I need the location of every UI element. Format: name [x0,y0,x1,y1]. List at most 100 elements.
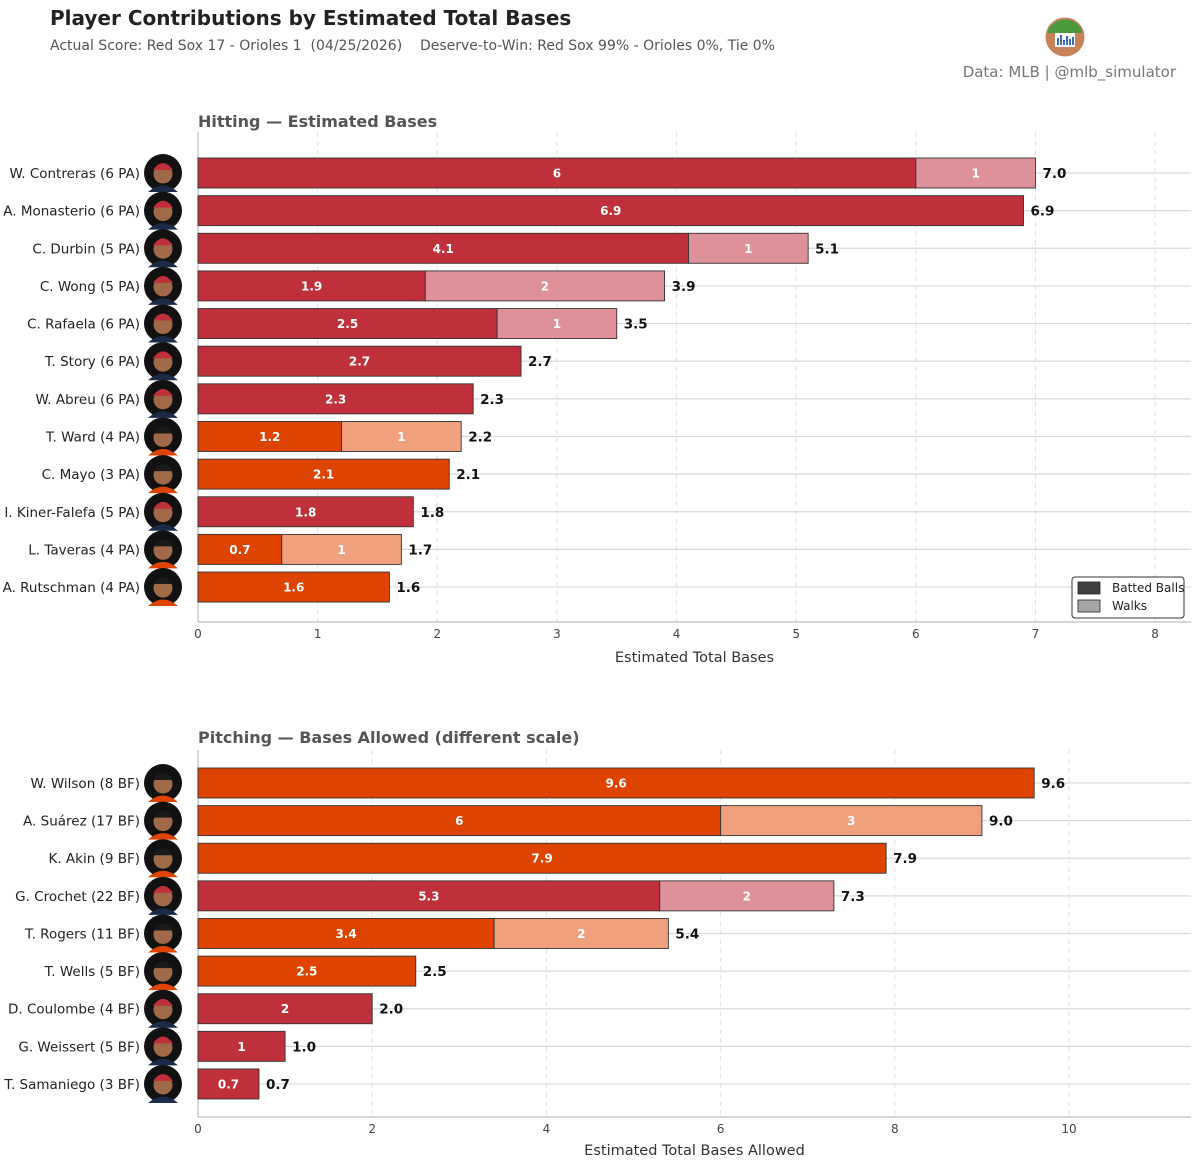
player-jersey-icon [148,833,178,840]
hitting-bar-walks [496,308,618,340]
pitching-bar-walks [659,880,835,912]
hitting-player-label: C. Durbin (5 PA) [32,241,140,257]
hitting-bar-walks [341,421,462,452]
player-cap-icon [153,885,173,893]
hitting-bar-batted [197,496,414,528]
player-cap-icon [153,961,173,969]
player-cap-icon [153,773,173,780]
pitching-bar-batted-label: 6 [455,814,463,828]
player-jersey-icon [148,1096,178,1103]
pitching-player-label: T. Rogers (11 BF) [24,926,140,942]
hitting-bar-total-label: 2.7 [528,354,552,370]
pitching-bar-batted [197,1030,286,1062]
simulator-logo-icon [1044,16,1086,58]
hitting-bar-batted-label: 0.7 [229,543,250,557]
hitting-bar-batted-label: 1.8 [295,505,316,519]
hitting-bar-batted-label: 6.9 [600,204,621,218]
hitting-bar-walks [424,270,666,302]
hitting-bar-batted [197,421,343,452]
player-jersey-icon [148,373,178,381]
pitching-bar-batted-label: 7.9 [531,852,552,866]
player-cap-icon [153,238,173,246]
pitching-bar-batted [197,918,495,949]
player-cap-icon [153,998,173,1006]
player-cap-icon [153,923,173,931]
hitting-x-tick-label: 4 [673,627,681,641]
pitching-x-tick-label: 0 [194,1122,202,1136]
pitching-panel-title: Pitching — Bases Allowed (different scal… [198,728,580,747]
hitting-bar-batted [197,270,426,302]
pitching-bar-batted-label: 0.7 [218,1077,239,1091]
player-cap-icon [153,464,173,472]
hitting-bar-batted [197,571,390,603]
pitching-bar-total-label: 9.6 [1041,776,1065,792]
hitting-bar-walks-label: 1 [971,167,979,181]
pitching-player-label: D. Coulombe (4 BF) [8,1002,140,1018]
pitching-player-label: T. Wells (5 BF) [44,964,140,980]
hitting-bar-batted-label: 1.9 [301,279,322,293]
hitting-player-label: A. Monasterio (6 PA) [3,204,140,220]
legend-label-batted: Batted Balls [1112,581,1184,595]
pitching-player-label: T. Samaniego (3 BF) [3,1077,140,1093]
pitching-bar-walks-label: 2 [743,889,751,903]
pitching-bar-total-label: 7.9 [893,851,917,867]
pitching-player-label: W. Wilson (8 BF) [30,776,140,792]
hitting-bar-batted [197,308,498,340]
player-cap-icon [153,577,173,585]
hitting-bar-total-label: 7.0 [1042,166,1066,182]
hitting-x-tick-label: 2 [433,627,441,641]
hitting-bar-batted [197,345,522,377]
hitting-bar-batted [197,533,283,565]
pitching-x-tick-label: 6 [717,1122,725,1136]
player-jersey-icon [148,1021,178,1028]
pitching-x-axis-label: Estimated Total Bases Allowed [584,1143,805,1159]
hitting-player-label: A. Rutschman (4 PA) [3,580,140,596]
player-cap-icon [153,351,173,359]
hitting-bar-walks [281,533,402,565]
hitting-x-tick-label: 3 [553,627,561,641]
hitting-player-label: T. Ward (4 PA) [45,429,140,445]
player-jersey-icon [148,185,178,192]
hitting-player-label: C. Rafaela (6 PA) [27,317,140,333]
hitting-bar-batted [197,232,689,264]
player-cap-icon [153,501,173,509]
legend-label-walks: Walks [1112,599,1147,613]
pitching-bar-batted [197,1068,260,1100]
hitting-x-tick-label: 6 [912,627,920,641]
hitting-bar-walks-label: 1 [553,317,561,331]
hitting-bar-total-label: 2.3 [480,392,504,408]
player-cap-icon [153,388,173,396]
hitting-bar-total-label: 2.1 [456,467,480,483]
hitting-bar-total-label: 3.5 [624,317,648,333]
legend-swatch-batted [1077,581,1101,595]
hitting-x-tick-label: 1 [314,627,322,641]
hitting-bar-total-label: 3.9 [672,279,696,295]
hitting-x-axis-label: Estimated Total Bases [615,650,774,666]
player-jersey-icon [148,448,178,456]
pitching-bar-batted-label: 3.4 [335,927,356,941]
hitting-bar-batted-label: 1.2 [259,430,280,444]
player-cap-icon [153,539,173,547]
pitching-player-label: G. Crochet (22 BF) [15,889,140,905]
player-cap-icon [153,313,173,321]
hitting-bar-batted-label: 6 [553,167,561,181]
player-jersey-icon [148,336,178,343]
hitting-bar-total-label: 1.6 [396,580,420,596]
player-jersey-icon [148,870,178,878]
pitching-x-tick-label: 2 [368,1122,376,1136]
pitching-bar-batted [197,993,373,1025]
player-jersey-icon [148,599,178,607]
hitting-bar-batted [197,383,474,415]
hitting-bar-total-label: 1.7 [408,542,432,558]
player-jersey-icon [148,298,178,305]
hitting-bar-total-label: 5.1 [815,241,839,257]
hitting-player-label: L. Taveras (4 PA) [28,542,140,558]
pitching-bar-walks [493,918,669,949]
legend-swatch-walks [1077,599,1101,613]
player-jersey-icon [148,908,178,915]
pitching-player-label: G. Weissert (5 BF) [18,1039,140,1055]
pitching-bar-walks-label: 2 [577,927,585,941]
hitting-bar-batted-label: 1.6 [283,581,304,595]
hitting-bar-walks-label: 2 [541,279,549,293]
player-jersey-icon [148,524,178,531]
